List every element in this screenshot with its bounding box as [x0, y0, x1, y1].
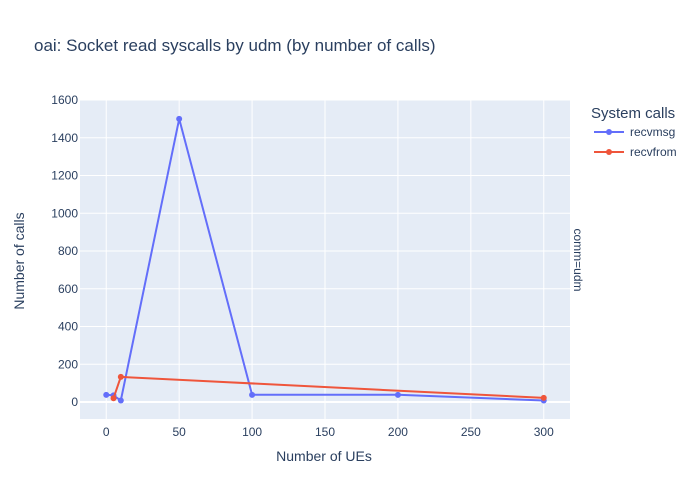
x-axis-title: Number of UEs [276, 448, 372, 464]
legend-label: recvmsg [630, 125, 675, 139]
y-tick-label: 1200 [51, 169, 78, 183]
data-point [540, 394, 547, 401]
x-tick-label: 0 [103, 425, 110, 439]
data-series [103, 115, 547, 404]
x-tick-label: 100 [242, 425, 262, 439]
series-recvfrom [110, 373, 547, 402]
grid-lines [80, 99, 570, 419]
data-point [394, 391, 401, 398]
x-axis-ticks: 0 50 100 150 200 250 300 [103, 425, 554, 439]
y-axis-ticks: 0 200 400 600 800 1000 1200 1400 1600 [51, 93, 78, 409]
data-point [110, 395, 117, 402]
data-point [117, 397, 124, 404]
legend: System calls recvmsg recvfrom [591, 105, 677, 159]
legend-items: recvmsg recvfrom [594, 125, 677, 159]
legend-item-recvmsg[interactable]: recvmsg [594, 125, 675, 139]
facet-label: comm=udm [571, 228, 585, 291]
y-tick-label: 0 [71, 395, 78, 409]
legend-marker-swatch [606, 129, 612, 135]
data-point [103, 391, 110, 398]
y-axis-title: Number of calls [11, 212, 27, 309]
data-point [117, 373, 124, 380]
legend-label: recvfrom [630, 145, 677, 159]
legend-title: System calls [591, 105, 675, 122]
data-point [176, 115, 183, 122]
x-tick-label: 50 [172, 425, 186, 439]
y-tick-label: 800 [58, 244, 78, 258]
y-tick-label: 1400 [51, 131, 78, 145]
y-tick-label: 400 [58, 320, 78, 334]
data-point [249, 391, 256, 398]
y-tick-label: 1000 [51, 206, 78, 220]
chart-title: oai: Socket read syscalls by udm (by num… [34, 36, 436, 55]
y-tick-label: 200 [58, 357, 78, 371]
y-tick-label: 1600 [51, 93, 78, 107]
y-tick-label: 600 [58, 282, 78, 296]
x-tick-label: 200 [388, 425, 408, 439]
x-tick-label: 250 [461, 425, 481, 439]
legend-marker-swatch [606, 149, 612, 155]
legend-item-recvfrom[interactable]: recvfrom [594, 145, 677, 159]
x-tick-label: 150 [315, 425, 335, 439]
x-tick-label: 300 [534, 425, 554, 439]
